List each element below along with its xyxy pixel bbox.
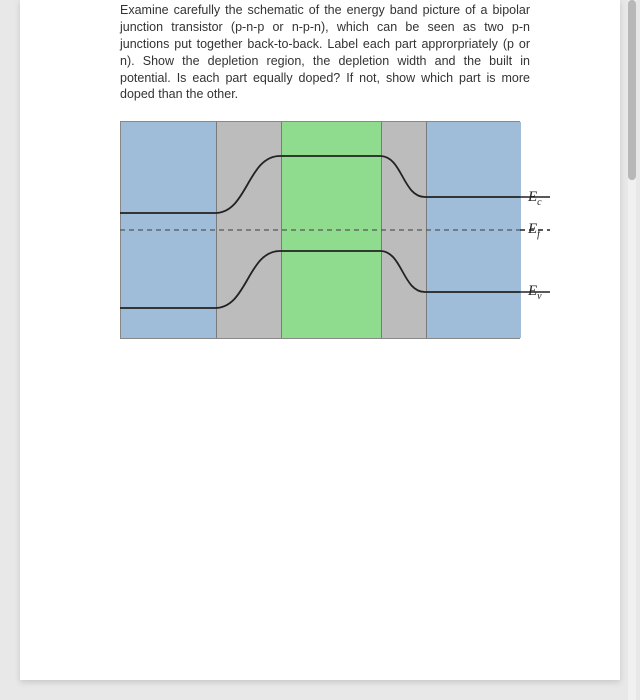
label-connector-svg bbox=[120, 121, 560, 339]
content-area: Examine carefully the schematic of the e… bbox=[20, 2, 620, 339]
scrollbar-thumb[interactable] bbox=[628, 0, 636, 180]
band-diagram-figure: Ec Ef Ev bbox=[120, 121, 560, 339]
document-page: Examine carefully the schematic of the e… bbox=[20, 0, 620, 680]
question-text: Examine carefully the schematic of the e… bbox=[120, 2, 530, 103]
